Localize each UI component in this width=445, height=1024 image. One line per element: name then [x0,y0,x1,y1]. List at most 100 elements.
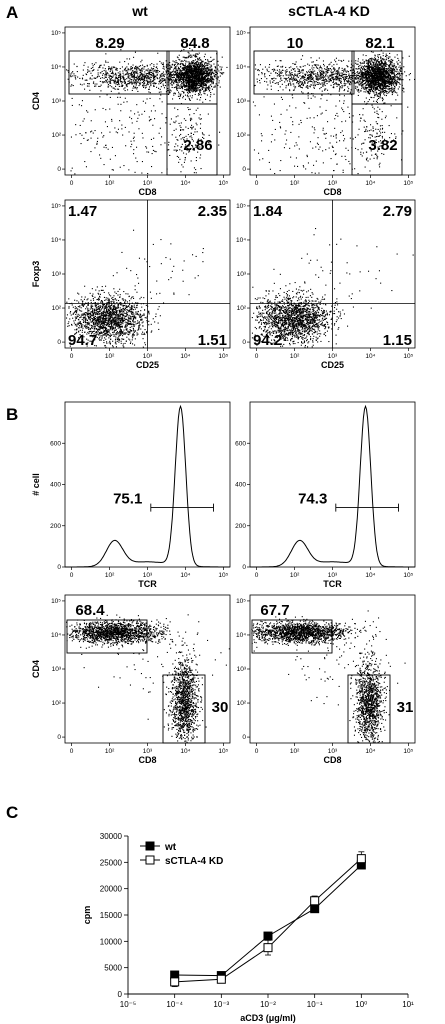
A-cd4cd8-wt-event-dot [188,74,190,76]
A-cd4cd8-wt-event-dot [196,131,198,133]
A-cd4cd8-kd-event-dot [324,85,326,87]
A-cd4cd8-wt-event-dot [185,119,187,121]
A-cd4cd8-kd-event-dot [341,75,343,77]
A-cd4cd8-kd-event-dot [400,79,402,81]
A-cd4cd8-kd-event-dot [294,79,296,81]
A-cd4cd8-wt-event-dot [158,87,160,89]
A-cd4cd8-wt-event-dot [176,83,178,85]
A-cd4cd8-kd-event-dot [366,68,368,70]
A-cd4cd8-kd-event-dot [373,63,375,65]
A-cd4cd8-wt-event-dot [186,65,188,67]
A-cd4cd8-wt-event-dot [198,66,200,68]
A-cd4cd8-kd-event-dot [380,83,382,85]
A-cd4cd8-kd-event-dot [356,89,358,91]
A-cd4cd8-kd-event-dot [369,77,371,79]
A-cd4cd8-wt-event-dot [126,101,128,103]
A-cd4cd8-kd-event-dot [354,72,356,74]
A-cd4cd8-kd-event-dot [366,65,368,67]
A-cd4cd8-kd-event-dot [373,81,375,83]
A-cd4cd8-wt-event-dot [169,62,171,64]
A-cd4cd8-wt-event-dot [190,87,192,89]
A-cd4cd8-wt-event-dot [112,71,114,73]
A-cd4cd8-kd-event-dot [391,83,393,85]
A-cd4cd8-wt-event-dot [110,75,112,77]
A-cd4cd8-wt-event-dot [195,157,197,159]
A-cd4cd8-kd-event-dot [281,83,283,85]
A-cd4cd8-kd-event-dot [388,78,390,80]
A-cd4cd8-kd-event-dot [378,97,380,99]
A-cd4cd8-kd-event-dot [343,83,345,85]
A-cd4cd8-wt-event-dot [203,70,205,72]
A-cd4cd8-kd-event-dot [332,74,334,76]
A-cd4cd8-wt-event-dot [197,107,199,109]
A-cd4cd8-kd-event-dot [382,85,384,87]
A-cd4cd8-kd-event-dot [389,61,391,63]
A-cd4cd8-kd-event-dot [377,77,379,79]
A-cd4cd8-kd-event-dot [378,93,380,95]
A-cd4cd8-kd-event-dot [403,91,405,93]
A-cd4cd8-wt-event-dot [186,72,188,74]
A-cd4cd8-wt-event-dot [199,65,201,67]
A-cd4cd8-kd-event-dot [326,80,328,82]
A-cd4cd8-kd-event-dot [324,89,326,91]
A-cd4cd8-wt-event-dot [204,67,206,69]
A-cd4cd8-wt-event-dot [191,82,193,84]
A-cd4cd8-wt-event-dot [71,84,73,86]
A-cd4cd8-kd-event-dot [364,70,366,72]
A-cd4cd8-kd-event-dot [345,77,347,79]
A-cd4cd8-kd-event-dot [358,65,360,67]
A-cd4cd8-kd-event-dot [394,75,396,77]
A-cd4cd8-wt-event-dot [176,73,178,75]
A-cd4cd8-wt-event-dot [208,72,210,74]
A-cd4cd8-wt-event-dot [199,77,201,79]
A-cd4cd8-kd-event-dot [392,82,394,84]
A-cd4cd8-kd-event-dot [301,76,303,78]
A-cd4cd8-kd-event-dot [306,85,308,87]
A-cd4cd8-wt-event-dot [106,72,108,74]
A-cd4cd8-kd-event-dot [359,69,361,71]
A-cd4cd8-wt-event-dot [201,67,203,69]
A-cd4cd8-kd-event-dot [288,67,290,69]
A-cd4cd8-wt-event-dot [182,84,184,86]
A-cd4cd8-wt-event-dot [73,75,75,77]
A-cd4cd8-kd-event-dot [379,78,381,80]
A-cd4cd8-kd-event-dot [343,70,345,72]
A-cd4cd8-wt-event-dot [189,84,191,86]
A-cd4cd8-wt-event-dot [187,77,189,79]
A-cd4cd8-kd-event-dot [367,84,369,86]
A-cd4cd8-kd-event-dot [398,66,400,68]
A-cd4cd8-wt-event-dot [199,73,201,75]
A-cd4cd8-wt-event-dot [98,85,100,87]
A-cd4cd8-wt-event-dot [194,86,196,88]
A-cd4cd8-kd-event-dot [338,68,340,70]
A-cd4cd8-wt-event-dot [107,86,109,88]
A-cd4cd8-kd-event-dot [351,76,353,78]
A-cd4cd8-wt-event-dot [121,124,123,126]
A-cd4cd8-wt-event-dot [150,70,152,72]
A-cd4cd8-wt-x-tick-label: 10⁵ [218,180,228,187]
A-cd4cd8-wt-event-dot [132,69,134,71]
A-cd4cd8-wt-event-dot [162,65,164,67]
A-cd4cd8-wt-event-dot [129,73,131,75]
A-cd4cd8-wt-event-dot [138,77,140,79]
A-cd4cd8-kd-event-dot [382,67,384,69]
A-cd4cd8-kd-event-dot [335,76,337,78]
A-cd4cd8-wt-event-dot [145,73,147,75]
A-cd4cd8-kd-event-dot [270,72,272,74]
A-cd4cd8-kd-event-dot [386,86,388,88]
A-cd4cd8-wt-event-dot [134,171,136,173]
A-cd4cd8-kd-event-dot [348,60,350,62]
A-cd4cd8-wt-event-dot [187,86,189,88]
A-cd4cd8-wt-event-dot [199,75,201,77]
A-cd4cd8-kd-event-dot [282,65,284,67]
A-cd4cd8-wt-event-dot [140,79,142,81]
A-cd4cd8-wt-event-dot [156,77,158,79]
A-cd4cd8-kd-event-dot [320,74,322,76]
A-cd4cd8-wt-event-dot [117,96,119,98]
A-cd4cd8-kd-event-dot [310,97,312,99]
A-cd4cd8-kd-event-dot [331,65,333,67]
A-cd4cd8-wt-event-dot [200,83,202,85]
A-cd4cd8-kd-event-dot [293,76,295,78]
A-cd4cd8-wt-event-dot [104,68,106,70]
A-cd4cd8-wt-event-dot [178,91,180,93]
